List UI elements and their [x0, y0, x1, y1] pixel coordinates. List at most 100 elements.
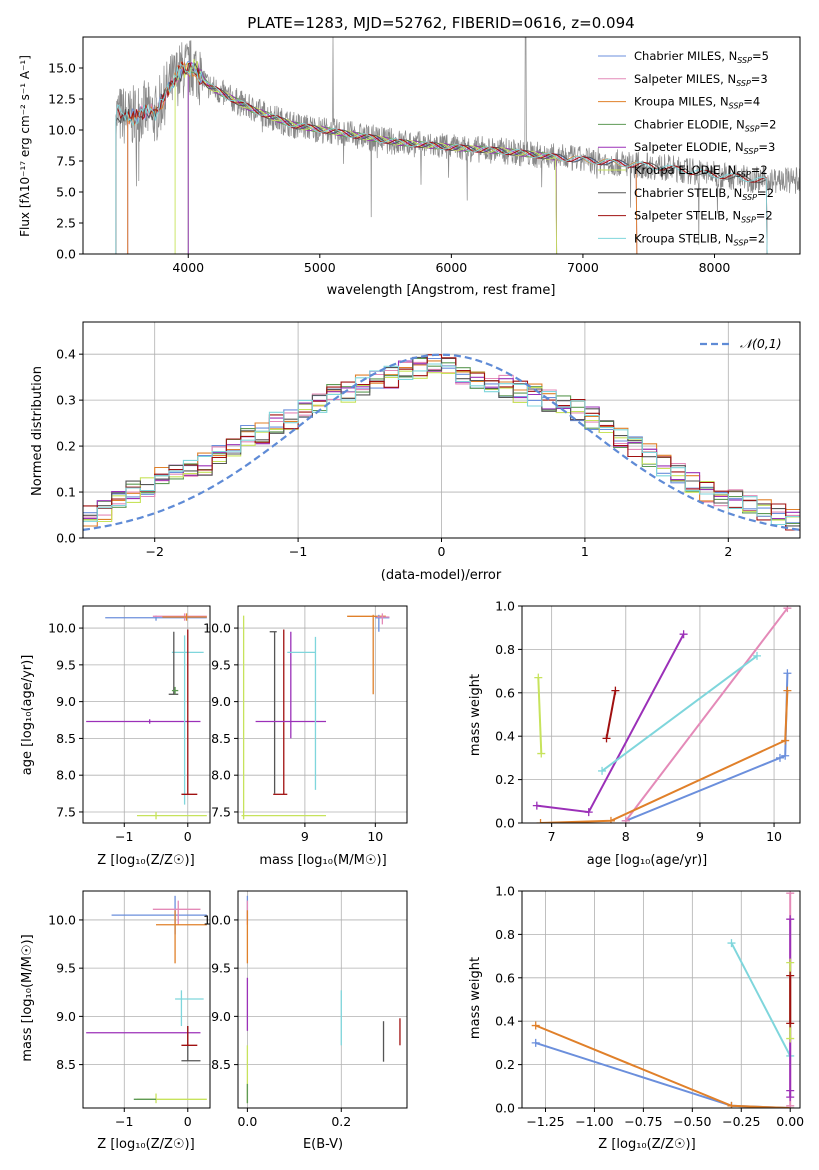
- series-line-chabrier_miles: [536, 1043, 791, 1108]
- mw-age-ylabel: mass weight: [468, 674, 483, 756]
- x-tick-label: −1: [115, 829, 133, 844]
- spectrum-xlabel: wavelength [Angstrom, rest frame]: [327, 283, 556, 298]
- y-tick-label: 10.0: [48, 912, 76, 927]
- data-marker-kroupa_elodie: [786, 959, 794, 967]
- y-tick-label: 9.5: [211, 961, 231, 976]
- y-tick-label: 0.6: [495, 970, 515, 985]
- x-tick-label: −1: [289, 544, 307, 559]
- data-marker-kroupa_miles: [532, 1022, 540, 1030]
- y-tick-label: 7.5: [211, 804, 231, 819]
- data-marker-salpeter_elodie: [585, 808, 593, 816]
- data-marker-salpeter_elodie: [786, 915, 794, 923]
- x-tick-label: 0.00: [776, 1114, 804, 1129]
- y-tick-label: 12.5: [48, 92, 76, 107]
- x-tick-label: 0: [184, 1114, 192, 1129]
- axes-frame: 0.0 0.2 8.5 9.0 9.5 10.0: [203, 891, 407, 1129]
- plot-area: [247, 896, 400, 1103]
- x-tick-label: 8000: [699, 260, 731, 275]
- legend-label: Kroupa ELODIE, NSSP=2: [634, 163, 768, 179]
- model-spectrum-salpeter_elodie: [188, 63, 556, 254]
- y-tick-label: 8.5: [56, 1057, 76, 1072]
- legend-label: Chabrier MILES, NSSP=5: [634, 49, 769, 65]
- y-tick-label: 0.0: [495, 1101, 515, 1116]
- massweight-vs-age-panel: 7 8 9 100.00.20.40.60.81.0: [495, 599, 800, 845]
- y-tick-label: 8.5: [211, 1057, 231, 1072]
- legend-label: Salpeter ELODIE, NSSP=3: [634, 140, 775, 156]
- plot-area: [86, 613, 207, 819]
- y-tick-label: 9.0: [56, 1009, 76, 1024]
- y-tick-label: 15.0: [48, 61, 76, 76]
- x-tick-label: −1.00: [575, 1114, 613, 1129]
- axes-border: [238, 891, 407, 1108]
- y-tick-label: 1.0: [495, 599, 515, 614]
- y-tick-label: 9.0: [211, 1009, 231, 1024]
- x-tick-label: 7000: [567, 260, 599, 275]
- y-tick-label: 8.5: [56, 731, 76, 746]
- y-tick-label: 0.8: [495, 642, 515, 657]
- x-tick-label: −0.50: [673, 1114, 711, 1129]
- y-tick-label: 5.0: [56, 185, 76, 200]
- legend-label: Salpeter MILES, NSSP=3: [634, 72, 768, 88]
- y-tick-label: 8.5: [211, 731, 231, 746]
- y-tick-label: 0.4: [56, 347, 76, 362]
- x-tick-label: 5000: [304, 260, 336, 275]
- series-line-kroupa_stelib: [602, 656, 757, 771]
- x-tick-label: −0.75: [624, 1114, 662, 1129]
- data-marker-salpeter_miles: [786, 889, 794, 897]
- mass-vs-z-panel: −1 08.59.09.510.0: [48, 891, 210, 1129]
- x-tick-label: 2: [724, 544, 732, 559]
- y-tick-label: 8.0: [211, 768, 231, 783]
- data-marker-salpeter_elodie: [680, 630, 688, 638]
- mass-z-xlabel: Z [log₁₀(Z/Z☉)]: [97, 1137, 194, 1152]
- y-tick-label: 0.4: [495, 729, 515, 744]
- legend-label: 𝒩(0,1): [740, 336, 782, 351]
- legend-label: Salpeter STELIB, NSSP=2: [634, 209, 773, 225]
- x-tick-label: 9: [301, 829, 309, 844]
- y-tick-label: 9.0: [211, 694, 231, 709]
- model-spectrum-chabrier_elodie: [188, 65, 556, 254]
- residual-histogram-panel: −2 −1 0 1 2 0.0 0.1 0.2 0.3 0.4 𝒩(0,1): [56, 322, 800, 559]
- spectrum-ylabel: Flux [fλ10⁻¹⁷ erg cm⁻² s⁻¹ A⁻¹]: [18, 55, 32, 237]
- legend-label: Chabrier ELODIE, NSSP=2: [634, 117, 776, 133]
- data-marker-kroupa_miles: [781, 737, 789, 745]
- x-tick-label: 0.0: [237, 1114, 257, 1129]
- x-tick-label: −2: [145, 544, 163, 559]
- y-tick-label: 9.5: [56, 657, 76, 672]
- y-tick-label: 0.1: [56, 485, 76, 500]
- x-tick-label: 0.2: [331, 1114, 351, 1129]
- figure: PLATE=1283, MJD=52762, FIBERID=0616, z=0…: [0, 0, 819, 1170]
- plot-area: [86, 896, 207, 1103]
- age-mass-xlabel: mass [log₁₀(M/M☉)]: [259, 853, 386, 868]
- axes-border: [238, 606, 407, 823]
- y-tick-label: 10.0: [48, 123, 76, 138]
- y-tick-label: 0.2: [495, 772, 515, 787]
- data-marker-kroupa_elodie: [537, 750, 545, 758]
- age-vs-z-panel: −1 07.58.08.59.09.510.0: [48, 606, 210, 844]
- y-tick-label: 0.3: [56, 393, 76, 408]
- y-tick-label: 7.5: [56, 804, 76, 819]
- x-tick-label: 0: [438, 544, 446, 559]
- mw-age-xlabel: age [log₁₀(age/yr)]: [587, 853, 708, 868]
- y-tick-label: 1.0: [495, 884, 515, 899]
- age-z-xlabel: Z [log₁₀(Z/Z☉)]: [97, 853, 194, 868]
- data-marker-kroupa_miles: [727, 1102, 735, 1110]
- y-tick-label: 0.6: [495, 685, 515, 700]
- data-marker-kroupa_elodie: [534, 674, 542, 682]
- spectrum-legend: Chabrier MILES, NSSP=5 Salpeter MILES, NS…: [598, 49, 776, 247]
- data-marker-chabrier_miles: [532, 1039, 540, 1047]
- x-tick-label: 10: [367, 829, 383, 844]
- x-tick-label: 1: [581, 544, 589, 559]
- spectrum-panel: 4000 5000 6000 7000 8000 0.0 2.5 5.0 7.5 10.0 12.5…: [48, 37, 800, 275]
- residual-xlabel: (data-model)/error: [381, 568, 502, 583]
- data-marker-salpeter_stelib: [786, 1019, 794, 1027]
- y-tick-label: 9.5: [211, 657, 231, 672]
- model-spectrum-salpeter_miles: [128, 62, 637, 254]
- series-line-kroupa_stelib: [732, 943, 791, 1056]
- y-tick-label: 10.0: [203, 912, 231, 927]
- y-tick-label: 0.0: [56, 531, 76, 546]
- legend-label: Kroupa STELIB, NSSP=2: [634, 231, 765, 247]
- axes-border: [83, 606, 210, 823]
- data-marker-kroupa_stelib: [727, 939, 735, 947]
- mw-z-ylabel: mass weight: [468, 957, 483, 1039]
- axes-frame: −1.25 −1.00 −0.75 −0.50 −0.25 0.00 0.0 0.2 0.4 0.…: [495, 884, 804, 1130]
